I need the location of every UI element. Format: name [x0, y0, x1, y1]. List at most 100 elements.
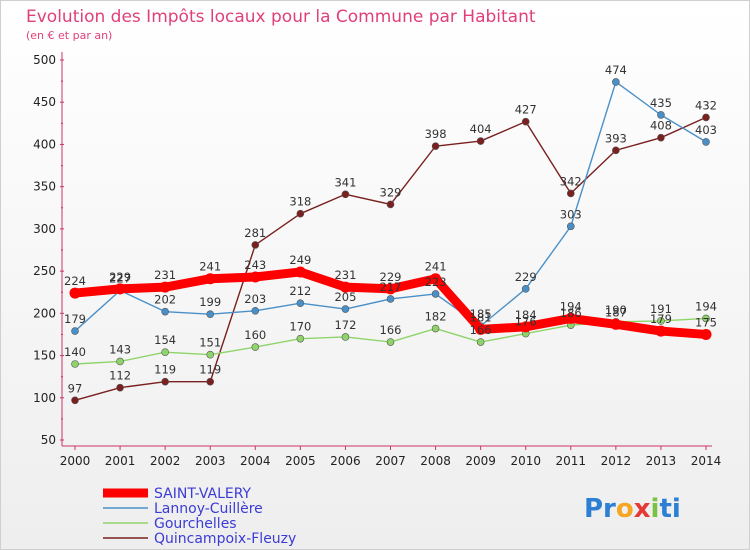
data-point: [610, 318, 622, 330]
data-label: 179: [64, 312, 86, 326]
legend-label: Gourchelles: [154, 516, 237, 532]
data-label: 281: [244, 226, 266, 240]
data-label: 140: [64, 345, 86, 359]
x-tick-label: 2004: [240, 454, 271, 468]
data-label: 202: [154, 293, 176, 307]
data-label: 181: [470, 310, 492, 324]
data-label: 404: [470, 122, 492, 136]
data-point: [521, 117, 530, 126]
data-label: 241: [425, 260, 447, 274]
data-label: 175: [695, 315, 717, 329]
data-point: [385, 283, 396, 295]
y-tick-label: 300: [33, 222, 56, 236]
data-point: [612, 78, 620, 86]
data-point: [700, 328, 712, 340]
data-label: 166: [380, 323, 402, 337]
x-tick-label: 2000: [60, 454, 91, 468]
y-tick-label: 50: [41, 433, 56, 447]
data-point: [71, 327, 79, 335]
data-labels: 97 112 119 119 281 318 341 329 398 404 427 342 393 40…: [64, 63, 717, 395]
data-point: [116, 383, 124, 392]
data-label: 194: [560, 299, 582, 313]
data-point: [341, 190, 350, 199]
logo-letter: Pr: [584, 494, 616, 524]
data-point: [161, 307, 169, 316]
data-label: 154: [154, 333, 176, 347]
data-point: [296, 334, 305, 343]
data-label: 170: [289, 320, 311, 334]
y-tick-label: 350: [33, 180, 56, 194]
data-point: [251, 343, 260, 351]
data-label: 182: [425, 310, 447, 324]
data-label: 474: [605, 63, 627, 77]
data-label: 179: [650, 312, 672, 326]
data-label: 229: [109, 270, 131, 284]
x-tick-label: 2009: [465, 454, 496, 468]
data-point: [206, 350, 215, 359]
data-point: [296, 209, 305, 218]
data-label: 231: [334, 268, 356, 282]
data-point: [702, 138, 710, 146]
chart-subtitle: (en € et par an): [26, 29, 112, 42]
data-point: [341, 305, 350, 313]
x-tick-label: 2001: [105, 454, 136, 468]
data-label: 229: [515, 270, 537, 284]
data-label: 119: [154, 363, 176, 377]
data-point: [296, 299, 305, 308]
y-tick-label: 400: [33, 137, 56, 151]
data-label: 249: [289, 253, 311, 267]
data-point: [71, 396, 79, 405]
data-point: [476, 137, 485, 145]
data-label: 393: [605, 131, 627, 145]
data-point: [657, 133, 665, 142]
data-label: 184: [515, 308, 537, 322]
y-tick-label: 500: [33, 53, 56, 67]
data-label: 241: [199, 260, 221, 274]
series-line-3: [74, 116, 707, 402]
data-label: 398: [425, 127, 447, 141]
data-label: 112: [109, 369, 131, 383]
data-label: 143: [109, 342, 131, 356]
x-tick-label: 2011: [556, 454, 587, 468]
x-tick-label: 2010: [510, 454, 541, 468]
x-tick-label: 2013: [646, 454, 677, 468]
data-point: [204, 273, 216, 285]
data-point: [341, 333, 350, 341]
data-point: [655, 325, 667, 337]
data-point: [702, 314, 710, 323]
data-point: [431, 290, 440, 298]
data-point: [520, 321, 532, 333]
x-tick-label: 2003: [195, 454, 226, 468]
data-point: [386, 338, 395, 346]
data-point: [116, 357, 124, 366]
axes: 50 100 150 200 250 300 350 400 450 500 2000 2001 200…: [33, 52, 721, 468]
data-point: [430, 273, 442, 285]
data-point: [69, 287, 81, 299]
data-label: 427: [515, 103, 537, 117]
data-label: 160: [244, 328, 266, 342]
series-layer: [69, 78, 712, 405]
data-label: 403: [695, 123, 717, 137]
data-label: 227: [109, 272, 131, 286]
data-point: [114, 283, 126, 295]
data-label: 318: [289, 195, 311, 209]
data-label: 217: [380, 280, 402, 294]
legend: SAINT-VALERYLannoy-CuillèreGourchellesQu…: [103, 486, 296, 547]
data-label: 231: [154, 268, 176, 282]
legend-label: Quincampoix-Fleuzy: [154, 531, 296, 547]
legend-label: SAINT-VALERY: [154, 486, 252, 502]
data-label: 185: [470, 307, 492, 321]
y-tick-label: 250: [33, 264, 56, 278]
x-tick-label: 2008: [420, 454, 451, 468]
data-label: 329: [380, 185, 402, 199]
data-label: 342: [560, 174, 582, 188]
data-point: [339, 281, 351, 293]
data-label: 224: [64, 274, 86, 288]
x-tick-label: 2002: [150, 454, 181, 468]
data-point: [386, 295, 395, 303]
data-point: [476, 338, 485, 346]
data-point: [71, 360, 79, 368]
data-point: [206, 377, 215, 386]
data-point: [521, 285, 530, 293]
logo-text: Proxiti: [584, 494, 681, 524]
